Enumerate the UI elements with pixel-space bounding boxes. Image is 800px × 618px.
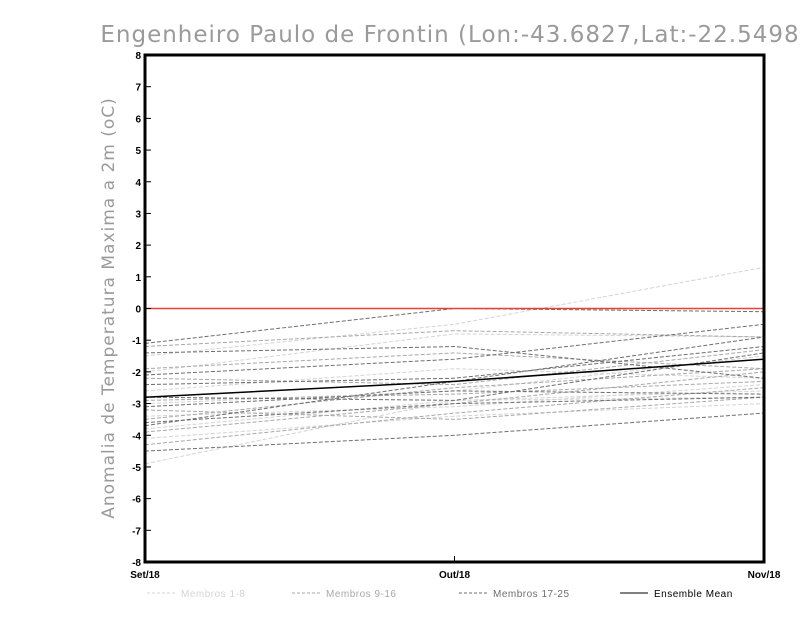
y-tick-label: -8 — [132, 558, 141, 569]
x-tick-label: Nov/18 — [748, 570, 781, 581]
x-tick-label: Out/18 — [439, 570, 471, 581]
y-axis-label: Anomalia de Temperatura Maxima a 2m (oC) — [99, 97, 119, 519]
ensemble-member-line — [144, 352, 765, 370]
y-tick-label: -3 — [132, 400, 141, 411]
chart-title: Engenheiro Paulo de Frontin (Lon:-43.682… — [100, 22, 800, 48]
ensemble-member-line — [144, 412, 765, 452]
y-tick-label: 1 — [135, 273, 141, 284]
ensemble-member-line — [144, 396, 765, 420]
y-tick-label: 4 — [135, 178, 141, 189]
y-tick-label: -4 — [132, 431, 141, 442]
legend-label: Membros 1-8 — [181, 589, 245, 600]
ensemble-member-line — [144, 330, 765, 347]
ensemble-member-line — [144, 371, 765, 433]
ensemble-member-line — [144, 323, 765, 376]
series-layer — [144, 266, 765, 465]
y-tick-label: 2 — [135, 241, 141, 252]
legend: Membros 1-8 Membros 9-16 Membros 17-25 Ense… — [147, 589, 733, 600]
ensemble-member-line — [144, 396, 765, 430]
x-tick-label: Set/18 — [130, 570, 160, 581]
ensemble-mean-line — [144, 358, 765, 398]
y-tick-label: 3 — [135, 209, 141, 220]
ensemble-member-line — [144, 266, 765, 357]
legend-label: Ensemble Mean — [654, 589, 733, 600]
ensemble-member-line — [144, 352, 765, 401]
y-tick-label: 6 — [135, 114, 141, 125]
y-tick-label: -5 — [132, 463, 141, 474]
y-tick-label: -7 — [132, 526, 141, 537]
ensemble-member-line — [144, 387, 765, 446]
y-tick-label: -6 — [132, 495, 141, 506]
y-tick-label: -2 — [132, 368, 141, 379]
ensemble-member-line — [144, 390, 765, 408]
legend-label: Membros 9-16 — [326, 589, 396, 600]
legend-label: Membros 17-25 — [493, 589, 570, 600]
ensemble-member-line — [144, 346, 765, 386]
ensemble-member-line — [144, 345, 765, 379]
legend-item: Membros 17-25 — [459, 589, 570, 600]
legend-item: Ensemble Mean — [620, 589, 733, 600]
legend-item: Membros 1-8 — [147, 589, 245, 600]
y-tick-label: 0 — [135, 305, 141, 316]
ensemble-member-line — [144, 396, 765, 424]
ensemble-member-line — [144, 307, 765, 344]
ensemble-member-line — [144, 368, 765, 420]
legend-item: Membros 9-16 — [292, 589, 396, 600]
y-tick-label: 8 — [135, 51, 141, 62]
y-tick-label: 5 — [135, 146, 141, 157]
ensemble-member-line — [144, 403, 765, 439]
y-tick-label: -1 — [132, 336, 141, 347]
y-tick-label: 7 — [135, 83, 141, 94]
ensemble-member-line — [144, 349, 765, 386]
